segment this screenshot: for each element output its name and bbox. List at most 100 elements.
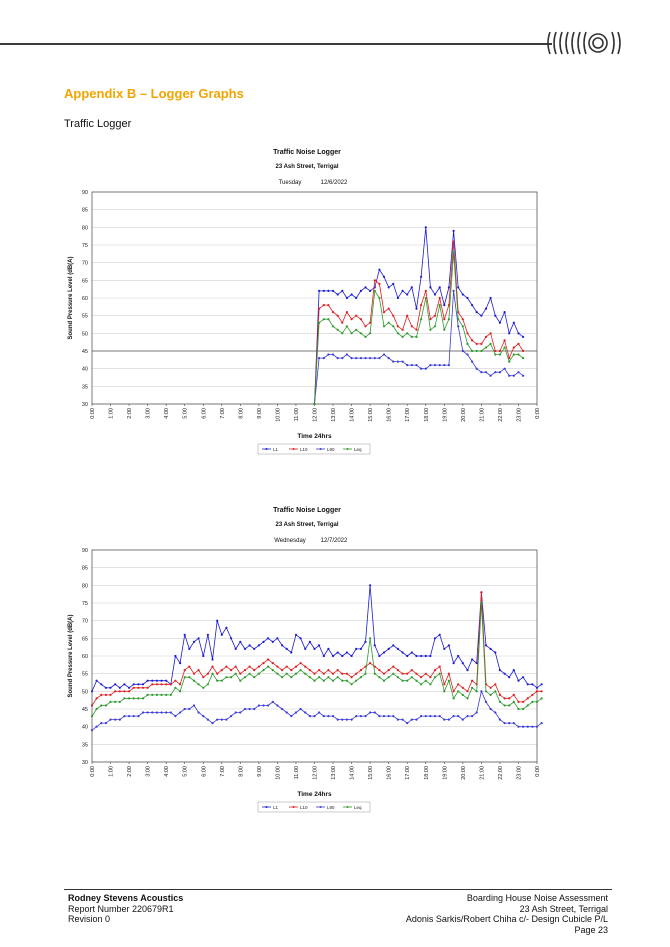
data-point	[123, 690, 126, 693]
data-point	[447, 718, 450, 721]
data-point	[359, 669, 362, 672]
legend-label: Leq	[354, 447, 362, 452]
data-point	[104, 722, 107, 725]
data-point	[489, 332, 492, 335]
data-point	[169, 711, 172, 714]
data-point	[484, 346, 488, 349]
data-point	[336, 357, 339, 360]
data-point	[392, 672, 395, 675]
data-point	[415, 654, 418, 658]
data-point	[433, 293, 437, 296]
data-point	[239, 711, 242, 714]
data-point	[322, 304, 325, 307]
data-point	[438, 633, 441, 636]
data-point	[512, 353, 515, 356]
data-point	[498, 718, 501, 721]
data-point	[169, 693, 172, 696]
data-point	[387, 676, 390, 679]
data-point	[517, 679, 520, 682]
data-point	[540, 722, 543, 725]
data-point	[433, 637, 437, 640]
data-point	[341, 654, 344, 658]
data-point	[151, 683, 154, 686]
data-point	[118, 690, 121, 693]
data-point	[146, 711, 149, 714]
data-point	[447, 364, 450, 367]
data-point	[197, 711, 200, 714]
data-point	[262, 640, 265, 643]
data-point	[522, 357, 525, 360]
data-point	[484, 307, 488, 310]
data-point	[475, 690, 478, 693]
data-point	[267, 637, 270, 640]
data-point	[438, 715, 441, 718]
data-point	[299, 662, 302, 665]
data-point	[498, 371, 501, 374]
data-point	[420, 715, 423, 718]
data-point	[123, 697, 126, 700]
y-tick-label: 30	[82, 402, 88, 408]
data-point	[420, 367, 423, 370]
data-point	[281, 676, 284, 679]
data-point	[471, 658, 474, 661]
data-point	[128, 715, 131, 718]
data-point	[452, 690, 455, 693]
data-point	[155, 693, 158, 696]
data-point	[447, 679, 450, 682]
data-point	[355, 296, 358, 300]
y-tick-label: 90	[82, 190, 88, 196]
data-point	[401, 289, 404, 292]
data-point	[174, 715, 177, 718]
footer-rule	[64, 889, 612, 890]
x-tick-label: 6:00	[201, 408, 207, 419]
data-point	[401, 335, 404, 338]
data-point	[211, 672, 214, 675]
legend-marker	[319, 448, 322, 450]
data-point	[457, 683, 460, 686]
data-point	[443, 318, 446, 321]
data-point	[498, 700, 501, 703]
legend-label: L1	[273, 447, 279, 452]
data-point	[438, 364, 441, 367]
data-point	[322, 357, 325, 360]
data-point	[104, 704, 107, 707]
y-tick-label: 85	[82, 208, 88, 214]
data-point	[410, 335, 413, 338]
data-point	[188, 665, 191, 668]
data-point	[304, 711, 307, 714]
data-point	[350, 654, 353, 658]
data-point	[299, 637, 302, 640]
data-point	[257, 672, 260, 675]
data-point	[471, 715, 474, 718]
data-point	[165, 683, 168, 686]
data-point	[220, 718, 223, 721]
data-point	[508, 676, 511, 679]
data-point	[331, 672, 335, 675]
x-tick-label: 2:00	[127, 766, 133, 777]
data-point	[118, 700, 121, 703]
data-point	[396, 325, 399, 328]
data-point	[420, 304, 423, 307]
data-point	[318, 357, 321, 360]
y-tick-label: 55	[82, 672, 88, 678]
data-point	[489, 686, 492, 689]
y-tick-label: 60	[82, 296, 88, 302]
data-point	[471, 679, 474, 682]
data-point	[206, 683, 209, 686]
data-point	[494, 371, 497, 374]
data-point	[452, 289, 455, 292]
data-point	[396, 647, 399, 650]
data-point	[253, 669, 256, 672]
y-tick-label: 40	[82, 725, 88, 731]
header-rule	[0, 43, 552, 45]
section-label: Traffic Logger	[64, 118, 132, 130]
data-point	[378, 654, 381, 658]
data-point	[160, 711, 163, 714]
data-point	[114, 700, 117, 703]
data-point	[475, 311, 478, 314]
data-point	[378, 715, 381, 718]
data-point	[95, 679, 98, 682]
x-tick-label: 14:00	[350, 408, 356, 422]
data-point	[230, 715, 233, 718]
data-point	[480, 601, 483, 605]
